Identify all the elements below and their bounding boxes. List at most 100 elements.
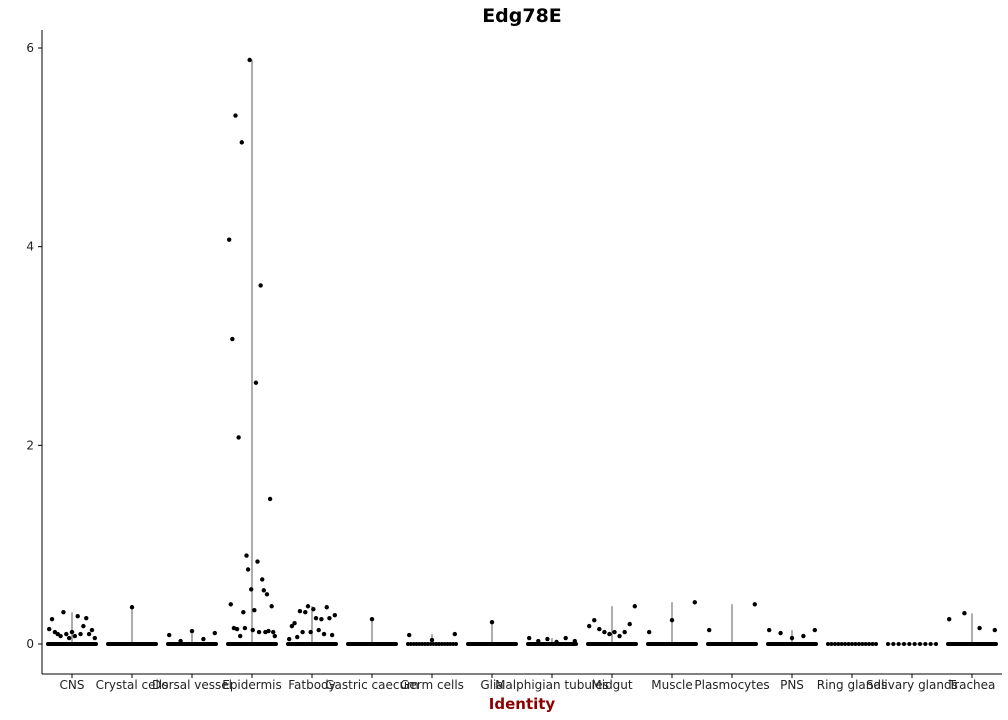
point xyxy=(767,627,772,633)
point xyxy=(295,634,300,640)
point xyxy=(754,642,758,646)
point xyxy=(454,642,458,646)
point xyxy=(801,633,806,639)
plot-area xyxy=(46,57,998,646)
point xyxy=(448,642,453,646)
point xyxy=(812,627,817,633)
point xyxy=(267,496,273,502)
point xyxy=(992,627,997,633)
point xyxy=(527,635,532,641)
x-tick-label: Muscle xyxy=(651,678,693,692)
point xyxy=(201,636,206,642)
x-tick-label: Trachea xyxy=(948,678,996,692)
point xyxy=(414,642,419,646)
point xyxy=(647,629,652,635)
point xyxy=(86,631,92,637)
point xyxy=(612,629,617,635)
point xyxy=(260,577,265,582)
point xyxy=(84,615,89,621)
x-tick-label: Salivary glands xyxy=(866,678,958,692)
point xyxy=(250,627,255,633)
point xyxy=(489,619,495,625)
point xyxy=(233,113,238,118)
x-tick-label: Malphigian tubules xyxy=(495,678,609,692)
point xyxy=(253,380,259,385)
point xyxy=(902,642,906,646)
point xyxy=(212,630,217,636)
point xyxy=(129,605,135,610)
point xyxy=(856,642,861,646)
point xyxy=(64,631,69,637)
point xyxy=(316,627,321,633)
point xyxy=(249,587,254,592)
point xyxy=(886,642,890,646)
point xyxy=(58,633,63,639)
point xyxy=(536,638,541,644)
point xyxy=(154,642,158,646)
point xyxy=(230,336,235,342)
point xyxy=(627,621,632,627)
y-tick-label: 4 xyxy=(26,240,34,254)
point xyxy=(850,642,854,646)
point xyxy=(514,642,518,646)
point xyxy=(274,642,278,646)
point xyxy=(228,602,233,607)
point xyxy=(272,633,277,639)
point xyxy=(843,642,848,646)
point xyxy=(167,632,172,638)
point xyxy=(394,642,398,646)
x-tick-label: Gastric caecum xyxy=(325,678,419,692)
point xyxy=(247,57,252,63)
x-tick-label: Germ cells xyxy=(400,678,464,692)
point xyxy=(94,642,98,646)
point xyxy=(994,642,998,646)
point xyxy=(597,626,602,632)
point xyxy=(778,630,783,636)
point xyxy=(289,623,295,629)
point xyxy=(934,642,938,646)
point xyxy=(422,642,427,646)
point xyxy=(369,616,375,622)
point xyxy=(236,435,241,440)
point xyxy=(554,639,559,645)
point xyxy=(287,636,292,642)
y-tick-label: 0 xyxy=(26,637,34,651)
x-tick-label: Midgut xyxy=(591,678,633,692)
point xyxy=(907,642,912,646)
point xyxy=(442,642,447,646)
point xyxy=(72,633,78,639)
point xyxy=(836,642,841,646)
point xyxy=(49,616,55,622)
point xyxy=(669,617,675,623)
point xyxy=(244,553,249,558)
point xyxy=(252,608,257,613)
point xyxy=(305,604,311,609)
point xyxy=(245,567,251,572)
point xyxy=(452,631,457,637)
x-tick-label: Plasmocytes xyxy=(694,678,769,692)
point xyxy=(846,642,851,646)
point xyxy=(89,627,95,633)
point xyxy=(407,632,412,638)
point xyxy=(839,642,844,646)
point xyxy=(928,642,933,646)
point xyxy=(239,140,244,145)
x-tick-label: Epidermis xyxy=(222,678,282,692)
point xyxy=(420,642,425,646)
point xyxy=(327,615,332,621)
point xyxy=(789,635,795,641)
point xyxy=(694,642,698,646)
point xyxy=(321,631,327,637)
x-tick-label: Glia xyxy=(480,678,503,692)
point xyxy=(814,642,818,646)
point xyxy=(437,642,442,646)
point xyxy=(92,635,98,641)
point xyxy=(607,631,612,637)
point xyxy=(297,609,303,614)
point xyxy=(78,631,83,637)
point xyxy=(947,616,952,622)
point xyxy=(870,642,875,646)
point xyxy=(61,610,66,615)
